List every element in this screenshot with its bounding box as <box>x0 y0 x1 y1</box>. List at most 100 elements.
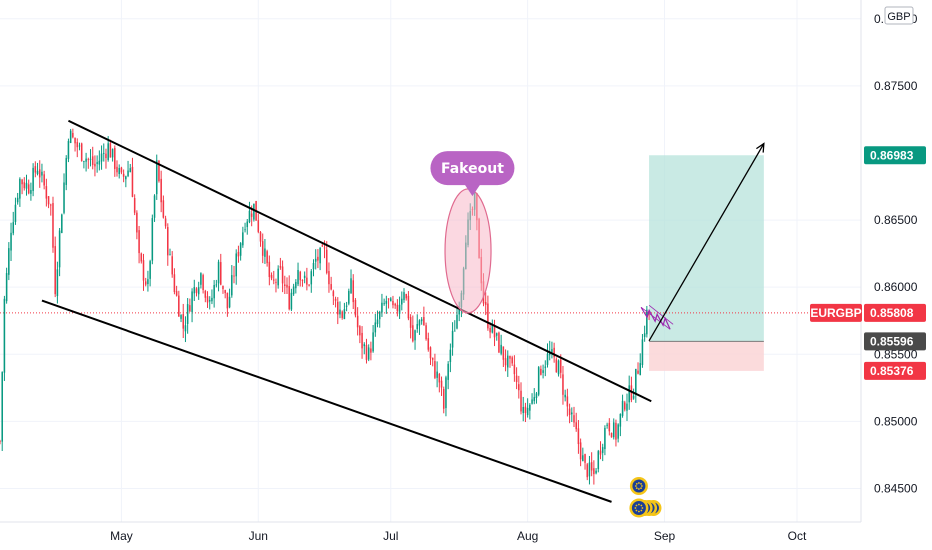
channel-upper-line[interactable] <box>68 119 652 403</box>
time-axis[interactable]: May Jun Jul Aug Sep Oct <box>0 521 861 543</box>
profit-zone[interactable] <box>649 155 764 342</box>
candle-body <box>458 309 460 315</box>
candle-body <box>136 212 138 233</box>
candle-body <box>235 253 237 277</box>
currency-label: GBP <box>887 11 910 23</box>
candle-body <box>628 385 630 403</box>
trend-drawings[interactable]: Fakeout <box>41 119 765 503</box>
candle-body <box>147 279 149 285</box>
candle-body <box>337 301 339 315</box>
candle-body <box>98 160 101 165</box>
price-axis[interactable]: 0.880000.875000.865000.860000.855000.850… <box>860 0 918 522</box>
candle-body <box>250 213 253 217</box>
candle-body <box>259 232 262 242</box>
candle-body <box>639 363 642 376</box>
current-price-tag: EURGBP 0.85808 <box>810 303 926 322</box>
candle-body <box>564 394 566 398</box>
candle-body <box>100 153 103 162</box>
candle-body <box>246 221 249 228</box>
candle-body <box>423 317 425 326</box>
target-price-tag: 0.86983 <box>864 146 926 165</box>
candle-body <box>149 261 151 279</box>
candle-body <box>275 281 277 283</box>
candle-body <box>96 162 98 164</box>
candle-body <box>116 166 118 173</box>
eu-star <box>638 488 640 490</box>
eu-star <box>641 507 644 509</box>
candle-body <box>160 178 162 203</box>
event-marker-main[interactable] <box>629 498 649 518</box>
candle-body <box>515 375 518 383</box>
candle-body <box>332 291 335 297</box>
candle-body <box>341 311 343 318</box>
candle-body <box>401 298 403 305</box>
candle-body <box>208 299 211 302</box>
currency-badge[interactable]: GBP <box>884 6 914 25</box>
candle-body <box>365 345 368 360</box>
candle-body <box>571 412 573 415</box>
candle-body <box>590 462 593 471</box>
candle-body <box>637 370 639 374</box>
candle-body <box>89 158 92 160</box>
eu-star <box>638 510 640 513</box>
candle-body <box>352 280 355 303</box>
candle-body <box>279 266 282 268</box>
candle-body <box>606 424 608 426</box>
bull-flag-zigzag[interactable] <box>640 306 671 330</box>
fakeout-callout[interactable] <box>430 151 515 186</box>
candle-body <box>297 269 299 285</box>
channel-lower-line[interactable] <box>41 299 612 503</box>
candle-body <box>107 143 109 160</box>
time-tick-label: Sep <box>654 529 676 543</box>
fakeout-callout-pointer <box>464 184 481 197</box>
projection-arrow-line[interactable] <box>648 143 765 342</box>
candle-body <box>376 319 379 325</box>
candle-body <box>226 292 229 309</box>
current-price-box <box>864 303 926 322</box>
candle-body <box>370 348 372 353</box>
stop-loss-zone[interactable] <box>649 341 764 371</box>
eu-star <box>634 507 637 509</box>
candle-body <box>509 355 511 359</box>
candle-body <box>158 160 160 182</box>
candle-body <box>303 275 306 278</box>
candle-body <box>586 464 589 478</box>
candle-body <box>125 176 127 180</box>
eu-star <box>635 504 638 507</box>
stop-price-tag-box <box>864 361 926 380</box>
candle-body <box>498 332 500 353</box>
long-position-tool[interactable] <box>649 155 764 371</box>
candle-body <box>339 309 341 315</box>
candle-body <box>504 358 507 366</box>
price-tick-label: 0.87500 <box>874 79 918 93</box>
candle-body <box>217 261 220 284</box>
candle-body <box>206 296 209 303</box>
candle-body <box>261 241 264 256</box>
price-tick-label: 0.84500 <box>874 481 918 495</box>
candle-body <box>30 190 32 194</box>
candle-body <box>248 210 251 223</box>
candle-body <box>131 166 134 197</box>
time-tick-label: Oct <box>788 529 807 543</box>
eu-star <box>635 487 638 490</box>
candle-body <box>173 274 176 292</box>
candle-body <box>387 298 390 300</box>
candle-body <box>436 371 438 378</box>
candle-body <box>577 428 580 445</box>
candle-body <box>389 298 392 302</box>
candle-body <box>405 294 407 299</box>
event-marker-upper[interactable] <box>629 477 648 495</box>
candle-body <box>325 249 328 273</box>
candle-body <box>599 450 602 455</box>
candle-body <box>447 363 449 380</box>
candle-body <box>58 230 61 268</box>
candlestick-series <box>0 128 650 485</box>
eu-star <box>638 482 640 484</box>
candle-body <box>19 178 21 199</box>
fakeout-highlight-ellipse[interactable] <box>444 188 492 314</box>
candle-body <box>487 303 489 329</box>
event-markers[interactable] <box>629 477 662 518</box>
candle-body <box>142 260 145 281</box>
candle-body <box>502 346 505 360</box>
